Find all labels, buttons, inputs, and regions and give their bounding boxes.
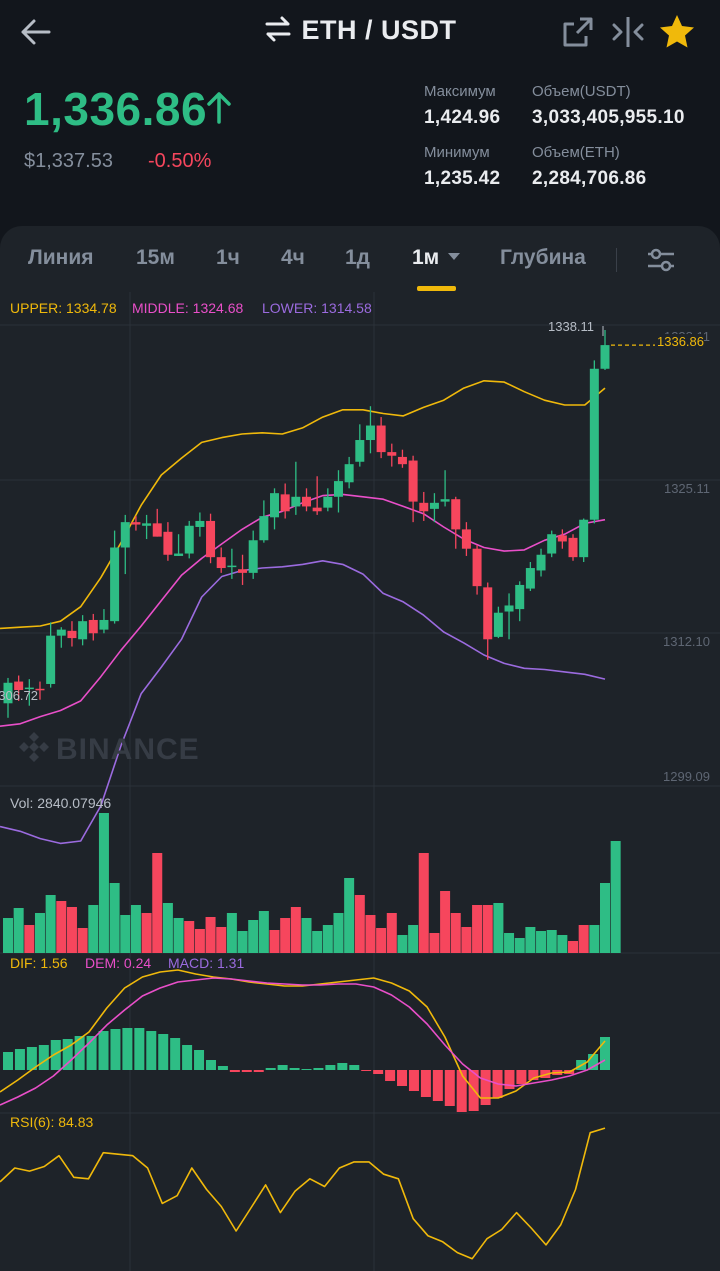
tab-1d[interactable]: 1д [345, 246, 371, 269]
favorite-star-icon[interactable] [657, 12, 697, 52]
last-price-marker: 1336.86 [657, 334, 704, 349]
swap-icon[interactable] [263, 14, 293, 44]
tab-4h[interactable]: 4ч [281, 246, 305, 269]
share-icon[interactable] [558, 12, 598, 52]
tab-depth[interactable]: Глубина [500, 246, 586, 269]
tab-divider [616, 248, 617, 272]
binance-logo-icon [19, 732, 49, 762]
active-tab-indicator [417, 286, 456, 291]
volume-quote-label: Объем(USDT) [532, 83, 631, 100]
high-label: Максимум [424, 83, 496, 100]
price-axis-tick: 1312.10 [663, 634, 710, 649]
high-value: 1,424.96 [424, 107, 501, 128]
boll-upper-label: UPPER: 1334.78 [10, 300, 117, 316]
top-bar: ETH / USDT [0, 0, 720, 66]
tab-line[interactable]: Линия [28, 246, 94, 269]
pair-title[interactable]: ETH / USDT [0, 14, 720, 46]
volume-quote-value: 3,033,405,955.10 [532, 107, 685, 128]
tab-1h[interactable]: 1ч [216, 246, 240, 269]
pair-label: ETH / USDT [301, 15, 457, 45]
binance-watermark: BINANCE [16, 730, 200, 767]
low-value: 1,235.42 [424, 168, 501, 189]
up-arrow-icon [207, 92, 231, 124]
watermark-text: BINANCE [56, 733, 200, 766]
compare-icon[interactable] [608, 12, 648, 52]
macd-value-label: MACD: 1.31 [168, 955, 245, 971]
change-percent: -0.50% [148, 150, 212, 172]
back-arrow-icon[interactable] [16, 12, 56, 52]
caret-down-icon [448, 253, 460, 260]
price-axis-tick: 1299.09 [663, 769, 710, 784]
high-price-marker: 1338.11 [548, 319, 595, 334]
rsi-label: RSI(6): 84.83 [10, 1114, 94, 1130]
volume-label: Vol: 2840.07946 [10, 795, 112, 811]
macd-dif-label: DIF: 1.56 [10, 955, 68, 971]
last-price: 1,336.86 [24, 83, 208, 135]
volume-base-label: Объем(ETH) [532, 144, 620, 161]
boll-middle-label: MIDDLE: 1324.68 [132, 300, 244, 316]
price-axis-tick: 1325.11 [663, 481, 710, 496]
macd-dem-label: DEM: 0.24 [85, 955, 152, 971]
interval-tabs: Линия 15м 1ч 4ч 1д 1м Глубина [0, 226, 720, 292]
volume-base-value: 2,284,706.86 [532, 168, 647, 189]
tab-1m-label: 1м [412, 246, 440, 269]
tab-1m[interactable]: 1м [412, 246, 460, 270]
tab-15m[interactable]: 15м [136, 246, 175, 269]
settings-sliders-icon[interactable] [646, 246, 676, 274]
boll-lower-label: LOWER: 1314.58 [262, 300, 372, 316]
low-label: Минимум [424, 144, 490, 161]
usd-price: $1,337.53 [24, 150, 113, 172]
